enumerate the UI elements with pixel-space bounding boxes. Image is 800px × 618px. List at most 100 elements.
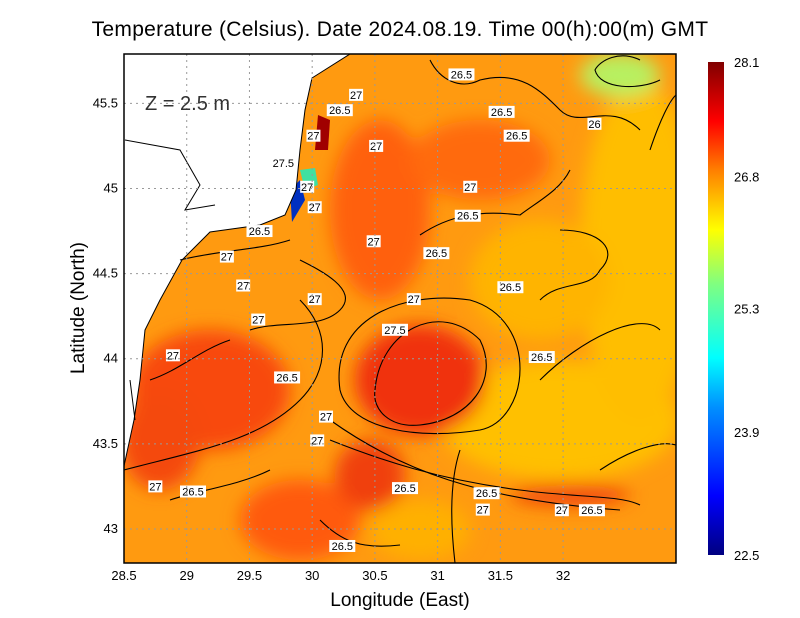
contour-label: 27 bbox=[309, 294, 321, 306]
x-axis-label: Longitude (East) bbox=[330, 590, 469, 611]
contour-label: 27 bbox=[149, 481, 161, 493]
y-tick-label: 43.5 bbox=[93, 436, 118, 451]
contour-label-bg bbox=[475, 503, 490, 516]
contour-label: 26.5 bbox=[457, 211, 478, 223]
colorbar bbox=[708, 62, 724, 555]
x-tick-label: 31.5 bbox=[488, 568, 513, 583]
contour-label-bg bbox=[307, 201, 322, 214]
contour-label-bg bbox=[381, 323, 408, 336]
contour-label: 27 bbox=[408, 294, 420, 306]
x-tick-label: 28.5 bbox=[111, 568, 136, 583]
y-tick-label: 43 bbox=[104, 521, 118, 536]
x-tick-label: 30 bbox=[305, 568, 319, 583]
contour-label-bg bbox=[180, 485, 206, 498]
contour-label-bg bbox=[318, 410, 333, 423]
y-tick-label: 44 bbox=[104, 351, 118, 366]
contour-label: 27.5 bbox=[384, 325, 405, 337]
contour-label-bg bbox=[349, 88, 364, 101]
contour-label-bg bbox=[307, 293, 322, 306]
contour-label: 26 bbox=[588, 119, 600, 131]
contour-label: 26.5 bbox=[332, 541, 353, 553]
contour-label: 26.5 bbox=[491, 107, 512, 119]
contour-label: 27 bbox=[464, 182, 476, 194]
contour-label-bg bbox=[587, 117, 602, 130]
y-tick-label: 44.5 bbox=[93, 266, 118, 281]
contour-label-bg bbox=[454, 209, 481, 222]
contour-label-bg bbox=[463, 180, 478, 193]
y-tick-label: 45.5 bbox=[93, 95, 118, 110]
chart-title: Temperature (Celsius). Date 2024.08.19. … bbox=[91, 18, 709, 41]
contour-label-bg bbox=[300, 180, 315, 193]
contour-label-bg bbox=[488, 105, 515, 118]
contour-label: 26.5 bbox=[476, 488, 497, 500]
contour-label-bg bbox=[392, 482, 419, 495]
contour-label: 26.5 bbox=[394, 483, 415, 495]
contour-label: 27 bbox=[350, 90, 362, 102]
contour-label-bg bbox=[246, 225, 273, 238]
colorbar-tick-label: 22.5 bbox=[734, 548, 759, 563]
contour-label-bg bbox=[219, 250, 234, 263]
colorbar-tick-label: 25.3 bbox=[734, 302, 759, 317]
contour-label: 27 bbox=[370, 141, 382, 153]
contour-label: 26.5 bbox=[329, 105, 350, 117]
contour-label-bg bbox=[423, 247, 450, 260]
colorbar-tick-label: 28.1 bbox=[734, 55, 759, 70]
contour-label: 26.5 bbox=[276, 372, 297, 384]
contour-label: 27.5 bbox=[273, 158, 294, 170]
contour-label-bg bbox=[270, 156, 297, 169]
contour-label-bg bbox=[366, 235, 381, 248]
contour-label: 27 bbox=[307, 131, 319, 143]
contour-label-bg bbox=[251, 313, 266, 326]
contour-label: 26.5 bbox=[426, 248, 447, 260]
contour-label: 27 bbox=[556, 505, 568, 517]
contour-label-bg bbox=[473, 487, 500, 500]
contour-label: 26.5 bbox=[581, 505, 602, 517]
contour-label: 27 bbox=[301, 182, 313, 194]
contour-label: 27 bbox=[221, 252, 233, 264]
contour-label-bg bbox=[329, 539, 356, 552]
contour-label: 26.5 bbox=[182, 487, 203, 499]
contour-label-bg bbox=[578, 504, 605, 517]
contour-label-bg bbox=[554, 504, 569, 517]
contour-label: 27 bbox=[309, 202, 321, 214]
contour-label-bg bbox=[310, 434, 325, 447]
contour-label: 27 bbox=[477, 505, 489, 517]
x-tick-label: 29 bbox=[179, 568, 193, 583]
x-tick-label: 32 bbox=[556, 568, 570, 583]
contour-label-bg bbox=[274, 371, 301, 384]
depth-label: Z = 2.5 m bbox=[145, 93, 230, 115]
contour-label-bg bbox=[497, 281, 524, 294]
contour-label: 27 bbox=[252, 315, 264, 327]
contour-label: 26.5 bbox=[500, 282, 521, 294]
contour-label-bg bbox=[236, 279, 251, 292]
contour-label: 27 bbox=[368, 236, 380, 248]
contour-label-bg bbox=[369, 139, 384, 152]
y-tick-label: 45 bbox=[104, 180, 118, 195]
contour-label-bg bbox=[448, 68, 475, 81]
x-tick-label: 29.5 bbox=[237, 568, 262, 583]
contour-label-bg bbox=[306, 129, 321, 142]
contour-label-bg bbox=[528, 351, 555, 364]
contour-label: 27 bbox=[167, 350, 179, 362]
contour-label-bg bbox=[503, 129, 530, 142]
contour-lines bbox=[124, 55, 676, 563]
contour-label: 26.5 bbox=[531, 352, 552, 364]
contour-label-bg bbox=[148, 480, 163, 493]
contour-label: 26.5 bbox=[451, 69, 472, 81]
plot-frame bbox=[123, 53, 677, 564]
contour-label: 26.5 bbox=[249, 226, 270, 238]
contour-label: 26.5 bbox=[506, 131, 527, 143]
x-tick-label: 30.5 bbox=[362, 568, 387, 583]
x-tick-label: 31 bbox=[430, 568, 444, 583]
grid-lines bbox=[124, 54, 676, 563]
contour-label-bg bbox=[326, 104, 353, 117]
contour-label-bg bbox=[406, 293, 421, 306]
y-axis-label: Latitude (North) bbox=[68, 242, 89, 374]
colorbar-tick-label: 23.9 bbox=[734, 425, 759, 440]
contour-label: 27 bbox=[237, 281, 249, 293]
colorbar-tick-label: 26.8 bbox=[734, 169, 759, 184]
contour-label-bg bbox=[165, 349, 180, 362]
contour-label: 27 bbox=[311, 435, 323, 447]
